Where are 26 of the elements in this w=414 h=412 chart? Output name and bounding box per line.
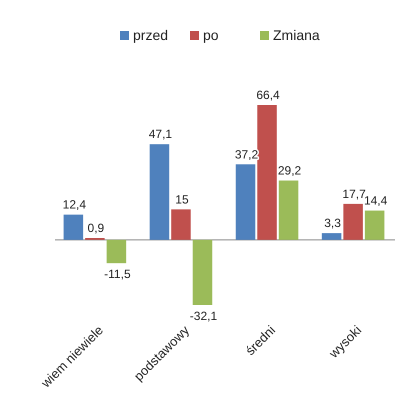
bar bbox=[192, 240, 212, 305]
legend-label: przed bbox=[133, 27, 168, 43]
bar bbox=[171, 209, 191, 240]
data-label: 29,2 bbox=[278, 164, 302, 178]
bar bbox=[150, 144, 170, 240]
bar bbox=[64, 214, 84, 240]
data-label: 47,1 bbox=[148, 127, 172, 142]
bar bbox=[322, 233, 342, 240]
legend-label: Zmiana bbox=[273, 27, 320, 43]
data-label: 14,4 bbox=[364, 194, 388, 208]
bar bbox=[257, 105, 277, 240]
data-label: 3,3 bbox=[324, 216, 342, 230]
data-label: 37,2 bbox=[234, 147, 259, 162]
data-label: -32,1 bbox=[190, 309, 218, 323]
data-label: -11,5 bbox=[104, 267, 131, 282]
bar bbox=[364, 210, 384, 240]
bar bbox=[236, 164, 256, 240]
data-label: 0,9 bbox=[88, 220, 105, 235]
bar bbox=[278, 180, 298, 240]
data-label: 66,4 bbox=[256, 88, 280, 102]
legend-label: po bbox=[203, 27, 219, 43]
bar bbox=[106, 240, 126, 264]
data-label: 15 bbox=[175, 192, 189, 206]
data-label: 17,7 bbox=[342, 186, 366, 201]
bar bbox=[343, 204, 363, 240]
data-label: 12,4 bbox=[62, 198, 86, 212]
